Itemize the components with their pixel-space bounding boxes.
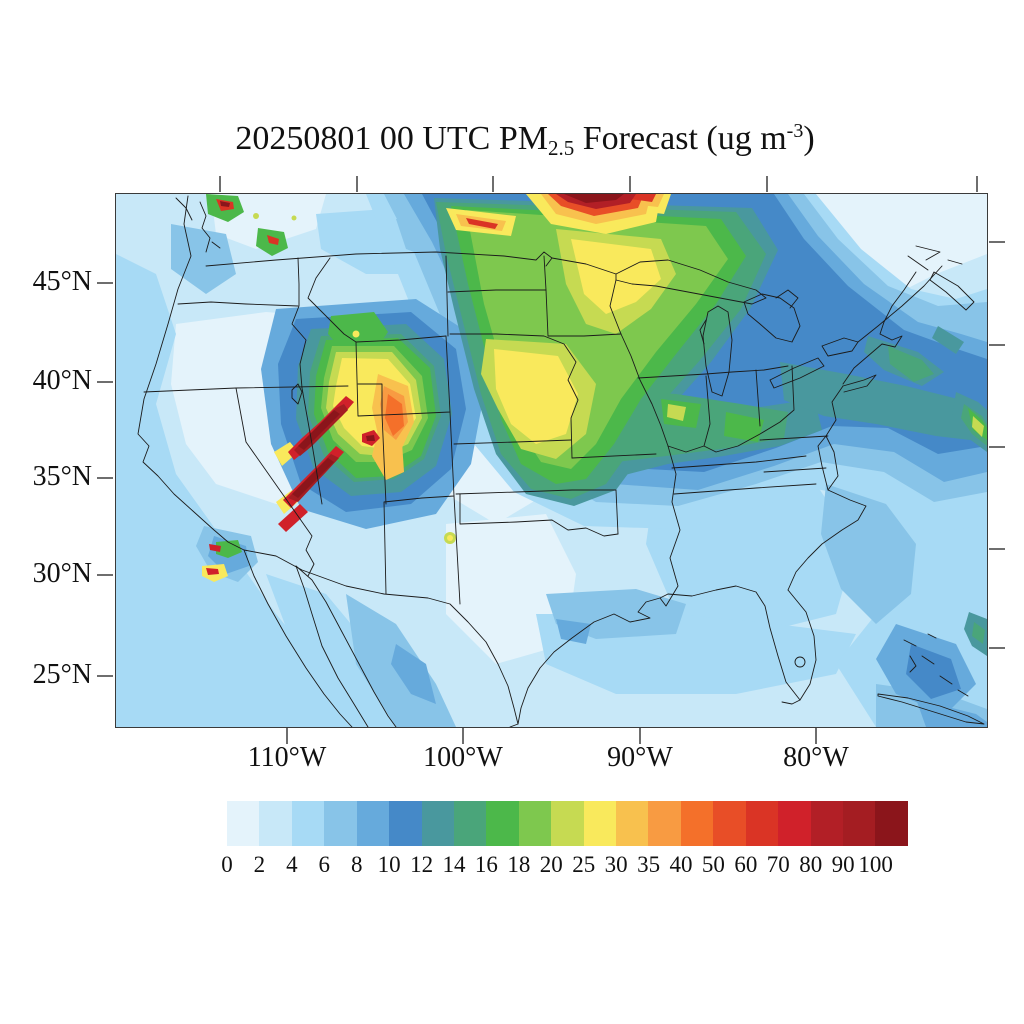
colorbar-segment [551,801,584,846]
colorbar [227,801,908,846]
axis-tick [97,574,113,576]
axis-tick [97,381,113,383]
latitude-tick-label: 35°N [32,460,92,492]
colorbar-labels: 0 2 4 6 8 10 12 14 16 18 20 25 30 35 40 50 60 70 80 90 100 [221,852,937,882]
colorbar-tick-label: 70 [766,852,790,877]
bottom-axis-ticks [115,728,986,744]
axis-tick [989,343,1005,346]
top-axis-ticks [115,176,986,192]
colorbar-tick-label: 35 [637,852,661,877]
colorbar-tick-label: 80 [799,852,823,877]
axis-tick [989,241,1005,244]
colorbar-segment [616,801,649,846]
colorbar-tick-label: 25 [572,852,596,877]
latitude-tick-label: 45°N [32,266,92,298]
colorbar-segment [389,801,422,846]
colorbar-tick-label: 60 [734,852,758,877]
latitude-tick-label: 30°N [32,558,92,589]
chart-title: 20250801 00 UTC PM2.5 Forecast (ug m-3) [235,120,815,160]
axis-tick [97,282,113,285]
colorbar-segment [486,801,519,846]
longitude-tick-label: 90°W [607,742,673,773]
latitude-tick-label: 40°N [32,365,92,396]
axis-tick [492,176,494,192]
colorbar-tick-label: 30 [604,852,628,877]
axis-tick [356,176,359,192]
longitude-labels: 110°W 100°W 90°W 80°W [115,742,986,778]
colorbar-segment [291,801,325,846]
colorbar-tick-label: 6 [318,852,331,877]
axis-tick [989,548,1005,551]
state-boundaries [137,195,985,727]
colorbar-segment [356,801,390,846]
longitude-tick-label: 110°W [247,742,327,773]
colorbar-tick-label: 20 [539,852,563,877]
axis-tick [628,176,631,192]
right-axis-ticks [989,193,1005,726]
longitude-tick-label: 100°W [423,742,503,773]
axis-tick [97,675,113,677]
colorbar-tick-label: 2 [253,852,266,877]
colorbar-tick-label: 14 [442,852,466,877]
colorbar-tick-label: 12 [410,852,434,877]
axis-tick [989,446,1005,449]
latitude-tick-label: 25°N [32,659,92,690]
colorbar-tick-label: 40 [669,852,693,877]
axis-tick [461,728,464,744]
axis-tick [766,176,769,192]
colorbar-segment [713,801,746,846]
colorbar-segment [680,801,714,846]
colorbar-tick-label: 50 [701,852,725,877]
colorbar-segment [778,801,811,846]
colorbar-tick-label: 0 [221,852,233,877]
longitude-tick-label: 80°W [783,742,849,773]
colorbar-segment [583,801,617,846]
axis-tick [219,176,222,192]
colorbar-tick-label: 8 [350,852,363,877]
axis-tick [814,728,817,744]
colorbar-segment [421,801,454,846]
axis-tick [286,728,289,744]
colorbar-segment [453,801,487,846]
axis-tick [976,176,979,192]
contour-map [116,194,987,727]
colorbar-segment [227,801,260,846]
colorbar-segment [810,801,844,846]
axis-tick [97,476,113,479]
colorbar-tick-label: 10 [377,852,401,877]
title-superscript: -3 [786,120,804,142]
axis-tick [638,728,641,744]
colorbar-segment [875,801,908,846]
colorbar-tick-label: 100 [858,852,893,877]
region-maximum [220,194,624,498]
colorbar-segment [259,801,292,846]
latitude-labels: 45°N 40°N 35°N 30°N 25°N [0,193,92,726]
left-axis-ticks [97,193,113,726]
axis-tick [989,647,1005,650]
colorbar-tick-label: 16 [474,852,498,877]
colorbar-segment [745,801,779,846]
colorbar-segment [648,801,681,846]
colorbar-segment [324,801,357,846]
map-panel [115,193,988,728]
colorbar-tick-label: 4 [286,852,298,877]
colorbar-segment [843,801,876,846]
colorbar-segment [518,801,552,846]
colorbar-tick-label: 18 [507,852,531,877]
title-subscript: 2.5 [547,136,575,160]
colorbar-tick-label: 90 [831,852,855,877]
